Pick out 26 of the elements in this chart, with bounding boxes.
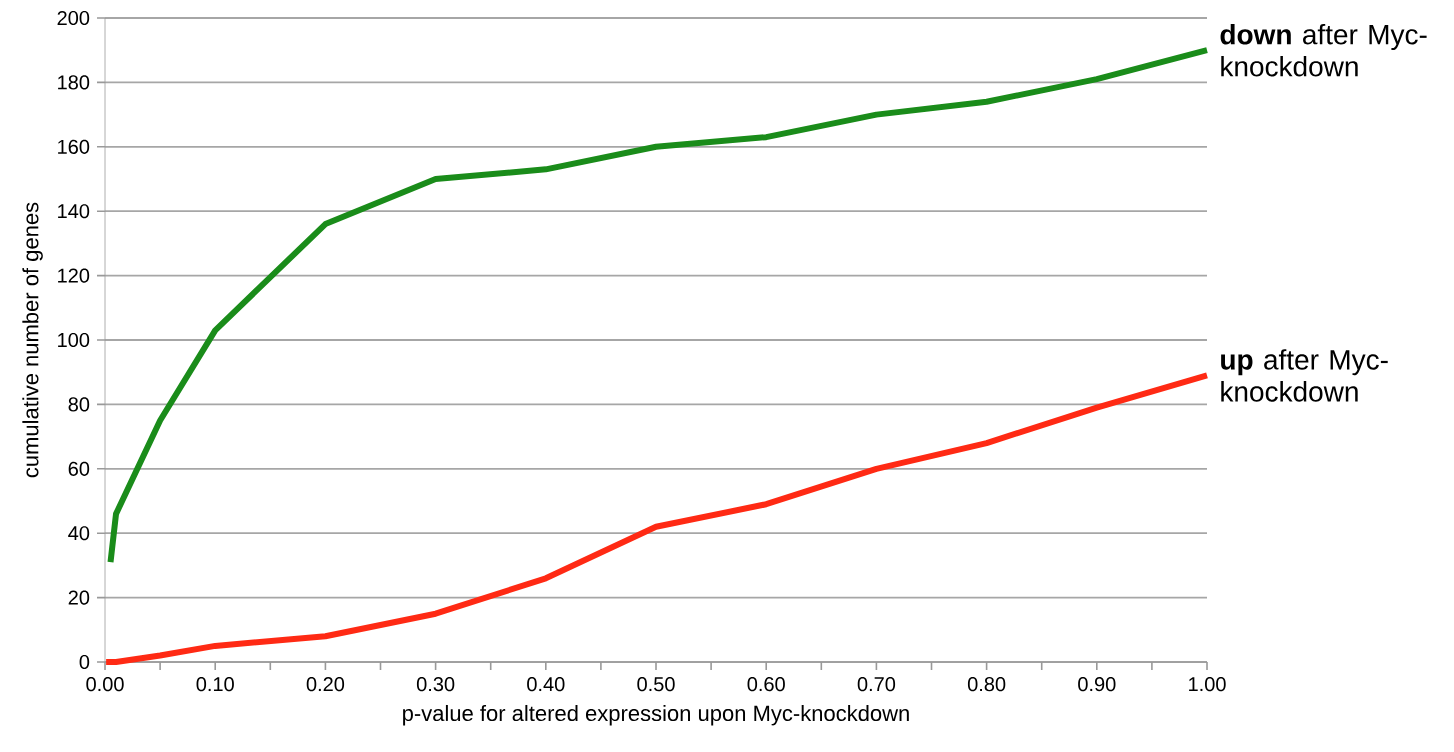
x-tick-label: 0.70 — [857, 677, 896, 692]
y-tick-label: 20 — [68, 590, 90, 605]
x-tick-label: 0.20 — [306, 677, 345, 692]
series-label: up after Myc-knockdown — [1221, 349, 1388, 402]
x-axis-title: p-value for altered expression upon Myc-knockdown — [403, 704, 909, 726]
series-label: down after Myc-knockdown — [1220, 23, 1427, 77]
y-tick-label: 40 — [68, 526, 90, 541]
x-tick-label: 0.90 — [1078, 677, 1116, 692]
y-tick-label: 100 — [58, 332, 90, 348]
y-tick-label: 180 — [58, 75, 90, 90]
y-tick-label: 200 — [57, 10, 90, 26]
x-tick-label: 0.00 — [86, 677, 124, 692]
x-tick-label: 0.10 — [196, 677, 234, 692]
y-tick-label: 60 — [68, 461, 90, 476]
y-tick-label: 0 — [79, 654, 90, 670]
x-tick-label: 0.40 — [527, 677, 565, 692]
y-tick-label: 120 — [58, 268, 90, 283]
x-tick-label: 0.50 — [637, 677, 675, 692]
y-tick-label: 160 — [58, 139, 90, 154]
y-tick-label: 80 — [68, 397, 90, 412]
x-tick-label: 1.00 — [1189, 677, 1226, 692]
x-tick-label: 0.80 — [967, 677, 1006, 692]
y-tick-label: 140 — [58, 204, 90, 219]
y-axis-title: cumulative number of genes — [22, 202, 43, 478]
x-tick-label: 0.30 — [416, 677, 455, 692]
x-tick-label: 0.60 — [747, 677, 785, 692]
